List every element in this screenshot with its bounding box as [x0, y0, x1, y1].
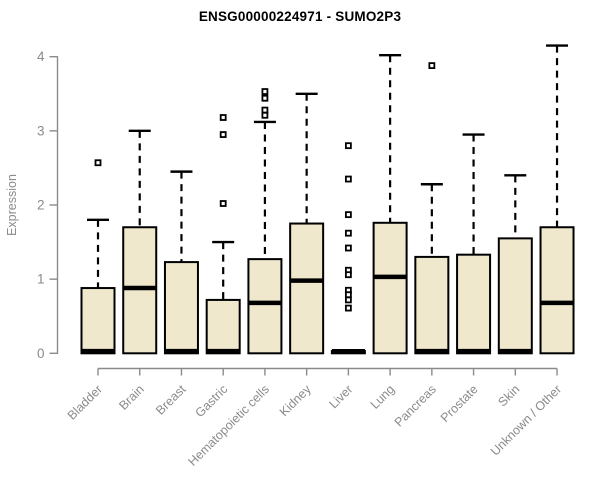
outlier-point: [344, 304, 352, 312]
outlier-point: [219, 114, 227, 121]
y-axis-label: Expression: [5, 174, 19, 236]
x-tick-label: Hematopoietic cells: [185, 382, 272, 469]
box: [289, 222, 325, 355]
outlier-point: [344, 229, 352, 237]
x-tick-label: Brain: [116, 382, 147, 413]
x-tick-label: Bladder: [65, 382, 105, 422]
box: [247, 258, 283, 355]
outlier-point: [344, 244, 352, 252]
chart-title: ENSG00000224971 - SUMO2P3: [198, 9, 402, 24]
x-tick-label: Gastric: [192, 382, 230, 420]
x-tick-label: Kidney: [277, 382, 314, 419]
box: [539, 226, 575, 355]
y-tick-label: 1: [37, 272, 45, 287]
outlier-point: [261, 106, 269, 114]
outlier-point: [261, 88, 269, 95]
box: [497, 237, 533, 355]
outlier-point: [261, 111, 269, 119]
box: [414, 255, 450, 355]
outlier-point: [428, 62, 436, 69]
outlier-point: [219, 131, 227, 138]
x-tick-label: Breast: [153, 382, 189, 418]
y-tick-label: 3: [37, 123, 45, 138]
outlier-point: [94, 159, 102, 167]
x-tick-label: Skin: [495, 382, 522, 409]
outlier-point: [344, 296, 352, 304]
box: [372, 221, 408, 355]
x-tick-label: Liver: [326, 382, 355, 411]
box: [163, 261, 199, 355]
outlier-point: [344, 291, 352, 299]
y-tick-label: 4: [37, 49, 45, 64]
outlier-point: [261, 94, 269, 102]
x-tick-label: Lung: [368, 382, 398, 412]
box: [456, 253, 492, 355]
outlier-point: [344, 142, 352, 150]
x-tick-label: Pancreas: [392, 382, 439, 429]
outlier-point: [344, 211, 352, 219]
x-tick-label: Unknown / Other: [488, 382, 564, 458]
outlier-point: [344, 175, 352, 183]
y-tick-label: 0: [37, 346, 45, 361]
outlier-point: [219, 200, 227, 207]
x-tick-label: Prostate: [438, 382, 481, 425]
box: [80, 287, 116, 355]
box: [205, 298, 241, 355]
y-tick-label: 2: [37, 198, 45, 213]
outlier-point: [344, 271, 352, 279]
